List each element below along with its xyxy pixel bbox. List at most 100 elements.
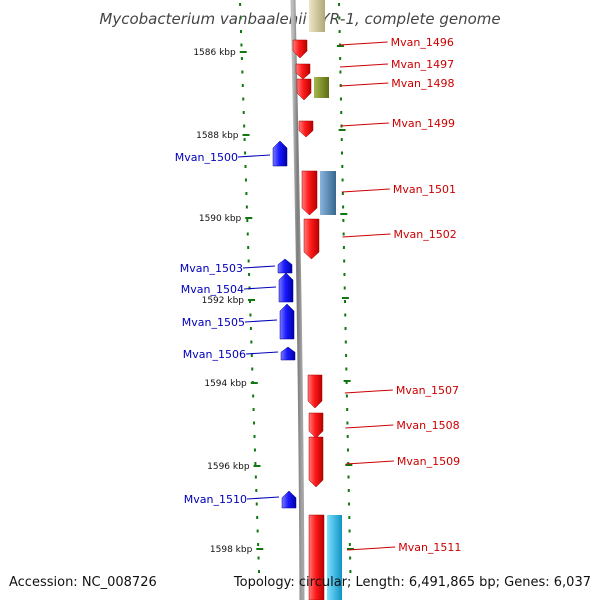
guide-dot xyxy=(340,111,343,114)
ruler-tick xyxy=(345,464,353,466)
guide-dot xyxy=(257,556,260,560)
guide-dot xyxy=(342,246,345,249)
guide-dot xyxy=(347,475,350,479)
gene-label-mvan-1498[interactable]: Mvan_1498 xyxy=(391,77,454,90)
guide-dot xyxy=(345,367,348,371)
gene-track xyxy=(272,39,325,600)
leader-line xyxy=(347,546,396,551)
guide-dot xyxy=(247,259,250,263)
ruler-tick xyxy=(340,213,348,215)
guide-dot xyxy=(346,448,349,452)
guide-dot xyxy=(251,367,254,371)
guide-dot xyxy=(239,16,242,20)
ruler-tick-label: 1588 kbp xyxy=(196,131,239,141)
gene-label-mvan-1505[interactable]: Mvan_1505 xyxy=(182,316,245,329)
gene-arrow-mvan-1511[interactable] xyxy=(308,514,325,600)
gene-arrow-mvan-1500[interactable] xyxy=(272,140,288,167)
gene-arrow-mvan-1499[interactable] xyxy=(298,120,314,138)
guide-dot xyxy=(348,529,351,533)
guide-dot xyxy=(249,327,252,330)
guide-dot xyxy=(252,394,255,398)
leader-line xyxy=(345,460,394,465)
guide-dot xyxy=(345,381,348,384)
guide-dot xyxy=(256,529,259,533)
gene-label-mvan-1508[interactable]: Mvan_1508 xyxy=(396,419,459,432)
gene-label-mvan-1506[interactable]: Mvan_1506 xyxy=(183,348,246,361)
gene-arrow-mvan-1497[interactable] xyxy=(295,63,311,80)
guide-dot xyxy=(340,138,343,141)
guide-dot xyxy=(255,489,258,492)
leader-line xyxy=(340,82,389,87)
gene-label-mvan-1501[interactable]: Mvan_1501 xyxy=(393,183,456,196)
guide-dot xyxy=(249,300,251,303)
guide-dot xyxy=(239,3,242,6)
leader-line xyxy=(246,496,280,500)
ruler-tick-label: 1592 kbp xyxy=(202,296,245,306)
gene-label-mvan-1511[interactable]: Mvan_1511 xyxy=(398,541,461,554)
gene-arrow-mvan-1507[interactable] xyxy=(307,374,323,409)
guide-dot xyxy=(250,340,253,344)
gene-arrow-mvan-1504[interactable] xyxy=(278,272,294,303)
guide-dot xyxy=(348,502,351,506)
ruler-tick xyxy=(338,129,346,131)
gene-label-mvan-1503[interactable]: Mvan_1503 xyxy=(180,262,243,275)
guide-dot xyxy=(338,3,341,6)
gene-arrow-mvan-1501[interactable] xyxy=(301,170,318,216)
leader-line xyxy=(339,41,388,46)
gene-arrow-mvan-1498[interactable] xyxy=(296,78,312,101)
guide-dot xyxy=(243,138,246,141)
guide-dot xyxy=(248,286,251,290)
ruler-tick xyxy=(242,134,250,136)
ruler-tick xyxy=(341,297,349,299)
guide-dot xyxy=(253,435,256,438)
ruler-tick xyxy=(245,217,253,219)
guide-dot xyxy=(346,408,349,411)
gene-arrow-mvan-1508[interactable] xyxy=(308,412,324,439)
ruler-tick-label: 1596 kbp xyxy=(207,462,250,472)
gene-label-mvan-1507[interactable]: Mvan_1507 xyxy=(396,384,459,397)
gene-arrow-mvan-1506[interactable] xyxy=(280,346,296,361)
gene-arrow-mvan-1510[interactable] xyxy=(281,490,297,509)
gene-arrow-mvan-1503[interactable] xyxy=(277,258,293,274)
gene-label-mvan-1499[interactable]: Mvan_1499 xyxy=(392,117,455,130)
guide-dot xyxy=(339,70,342,74)
leader-line xyxy=(345,424,394,429)
leader-line xyxy=(244,319,278,323)
guide-dot xyxy=(254,475,257,479)
guide-dot xyxy=(255,502,258,506)
ruler-tick xyxy=(253,465,261,467)
guide-dot xyxy=(253,421,256,425)
guide-dot xyxy=(342,205,345,209)
gene-label-mvan-1500[interactable]: Mvan_1500 xyxy=(175,151,238,164)
gene-arrow-mvan-1496[interactable] xyxy=(292,39,308,59)
gene-label-mvan-1504[interactable]: Mvan_1504 xyxy=(181,283,244,296)
guide-dot xyxy=(349,556,352,560)
guide-dot xyxy=(339,57,342,60)
gene-label-mvan-1509[interactable]: Mvan_1509 xyxy=(397,455,460,468)
guide-dot xyxy=(257,543,260,546)
ruler-tick xyxy=(248,299,255,301)
gene-arrow-mvan-1502[interactable] xyxy=(303,218,320,260)
guide-dot xyxy=(253,448,256,452)
guide-dot xyxy=(345,394,348,398)
gene-label-mvan-1496[interactable]: Mvan_1496 xyxy=(391,36,454,49)
gene-label-mvan-1497[interactable]: Mvan_1497 xyxy=(391,58,454,71)
topology-text: Topology: circular; Length: 6,491,865 bp… xyxy=(233,575,591,590)
guide-dot xyxy=(341,192,344,195)
guide-dot xyxy=(240,30,242,33)
gene-arrow-mvan-1505[interactable] xyxy=(279,303,295,340)
leader-line xyxy=(243,286,277,290)
ruler-tick-label: 1586 kbp xyxy=(193,48,236,58)
ruler-tick xyxy=(239,51,247,53)
dotted-guides xyxy=(239,3,352,573)
gene-label-mvan-1510[interactable]: Mvan_1510 xyxy=(184,493,247,506)
map-title: Mycobacterium vanbaalenii PYR-1, complet… xyxy=(99,10,500,28)
leader-line xyxy=(245,351,279,355)
gene-arrow-mvan-1509[interactable] xyxy=(308,436,324,488)
ruler-tick-label: 1598 kbp xyxy=(210,545,253,555)
guide-dot xyxy=(247,246,250,249)
leader-line xyxy=(237,154,271,158)
gene-label-mvan-1502[interactable]: Mvan_1502 xyxy=(394,228,457,241)
